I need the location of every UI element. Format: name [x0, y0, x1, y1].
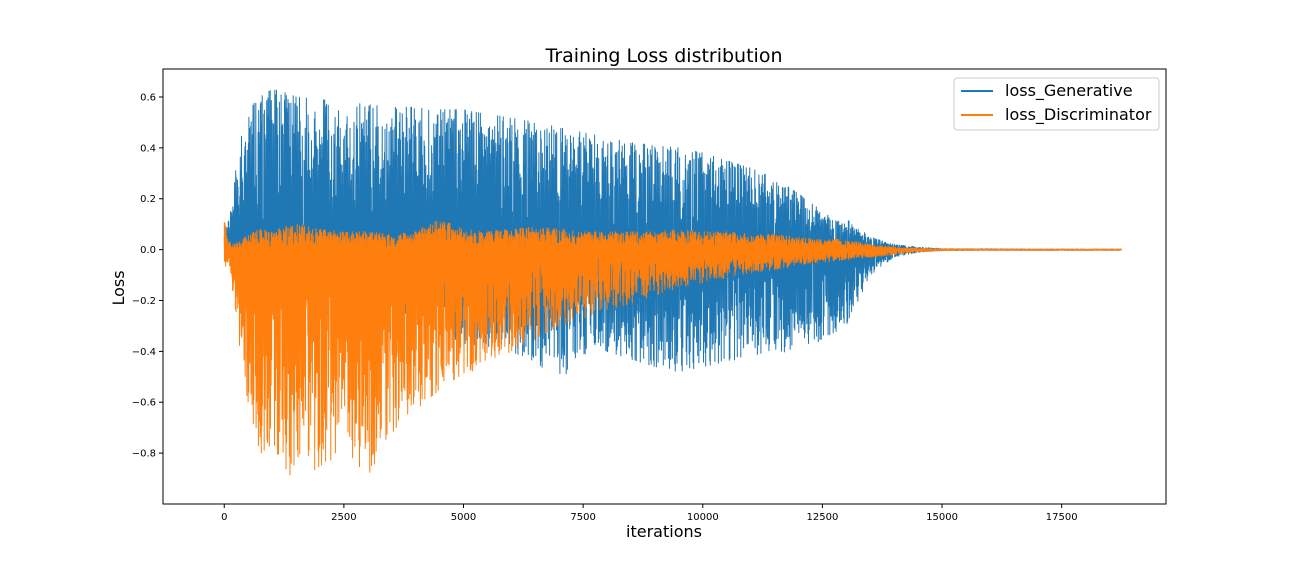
- y-axis-title: Loss: [109, 270, 128, 305]
- x-tick-label: 5000: [451, 512, 476, 523]
- y-tick-label: 0.4: [140, 143, 156, 154]
- y-tick-label: −0.2: [132, 296, 156, 307]
- x-tick-label: 0: [221, 512, 227, 523]
- legend: loss_Generative loss_Discriminator: [953, 77, 1160, 131]
- x-axis-title: iterations: [626, 522, 702, 541]
- x-tick-label: 10000: [687, 512, 719, 523]
- x-tick-label: 7500: [570, 512, 595, 523]
- plot-frame: [162, 68, 1167, 505]
- x-tick-label: 2500: [331, 512, 356, 523]
- y-tick-label: 0.2: [140, 194, 156, 205]
- y-tick-label: 0.6: [140, 92, 156, 103]
- x-tick-label: 12500: [807, 512, 839, 523]
- x-tick-label: 17500: [1046, 512, 1078, 523]
- y-tick-label: 0.0: [140, 245, 156, 256]
- legend-label-discriminator: loss_Discriminator: [1005, 105, 1152, 125]
- y-tick-label: −0.6: [132, 398, 156, 409]
- x-axis: 0 2500 5000 7500 10000 12500 15000 17500: [221, 504, 1078, 523]
- y-tick-label: −0.8: [132, 449, 156, 460]
- y-tick-label: −0.4: [132, 347, 156, 358]
- chart-title: Training Loss distribution: [545, 45, 783, 67]
- series-layer: [223, 89, 1122, 476]
- legend-box: [953, 77, 1160, 131]
- legend-label-generative: loss_Generative: [1005, 81, 1133, 101]
- x-tick-label: 15000: [926, 512, 958, 523]
- series-line-discriminator: [223, 221, 1122, 476]
- y-axis: −0.8 −0.6 −0.4 −0.2 0.0 0.2 0.4 0.6: [132, 92, 163, 460]
